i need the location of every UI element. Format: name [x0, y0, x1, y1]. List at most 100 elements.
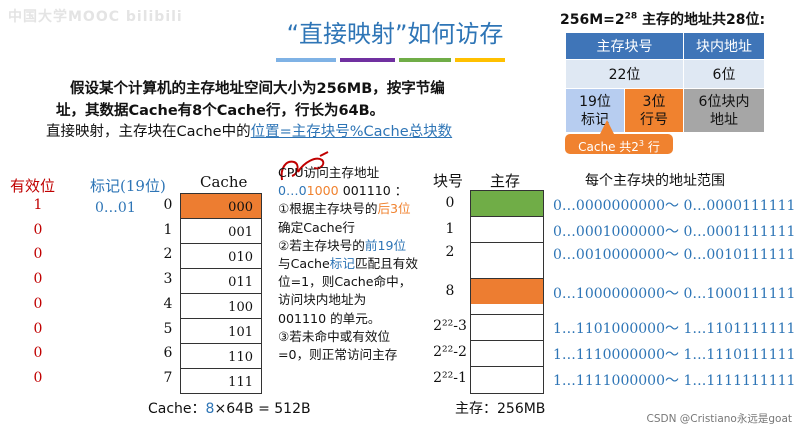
range-middle: 000000～ 0…0001	[611, 224, 742, 240]
address-range: 1…1110000000～ 1…1110111111	[553, 344, 795, 364]
memory-block-number: 8	[445, 283, 455, 299]
memory-block	[470, 190, 544, 218]
step-2-text-a: ②若主存块号的	[278, 237, 365, 253]
address-offset-part: 001110 ：	[338, 183, 408, 199]
cache-line: 110	[180, 343, 262, 369]
range-end-suffix: 111111	[741, 247, 796, 263]
title-underline-green	[399, 58, 451, 62]
cache-line-number: 011	[228, 275, 253, 290]
address-range: 0…0000000000～ 0…0000111111	[553, 195, 795, 215]
callout-pointer	[600, 120, 614, 134]
tag-field-label: 标记	[581, 111, 609, 128]
valid-bit-header: 有效位	[10, 177, 56, 195]
range-start-prefix: 1…1111	[553, 373, 612, 389]
memory-block-number: 0	[445, 195, 455, 211]
callout-prefix: Cache 共2	[578, 140, 639, 154]
memory-block-number: 2²²-2	[433, 344, 467, 360]
range-middle: 000000～ 0…1000	[611, 286, 742, 302]
step-2-highlight-c: 标记	[329, 256, 355, 272]
tag-header: 标记(19位)	[90, 177, 166, 195]
tag-field: 19位 标记	[565, 88, 625, 133]
problem-line-1: 假设某个计算机的主存地址空间大小为256MB，按字节编	[70, 81, 445, 97]
title-underline-yellow	[455, 58, 505, 62]
cache-line-index: 2	[163, 246, 173, 262]
tag-field-bits: 19位	[579, 93, 611, 110]
range-start-prefix: 1…1101	[553, 321, 612, 337]
block-number-header: 主存块号	[565, 32, 684, 60]
cache-line-index: 5	[163, 321, 173, 337]
credit-watermark: CSDN @Cristiano永远是goat	[646, 413, 793, 425]
callout-exponent: 3	[638, 139, 645, 148]
range-start-prefix: 0…0001	[553, 224, 612, 240]
range-end-suffix: 111111	[741, 321, 796, 337]
step-1-highlight-a: 后	[377, 201, 391, 217]
title-underline-blue	[276, 58, 336, 62]
valid-bit: 0	[33, 321, 43, 337]
line-field-bits: 3位	[642, 93, 666, 110]
block-number-header: 块号	[433, 172, 464, 190]
address-range: 1…1101000000～ 1…1101111111	[553, 318, 795, 338]
accessed-address: 0…01000 001110 ：	[278, 182, 418, 200]
address-width-prefix: 256M=2	[560, 12, 625, 28]
problem-line-2: 址，其数据Cache有8个Cache行，行长为64B。	[56, 103, 385, 119]
cache-line-index: 3	[163, 271, 173, 287]
cache-size-prefix: Cache：	[148, 401, 206, 417]
step-2-text-b: 与Cache	[278, 256, 330, 272]
valid-bit: 1	[33, 197, 43, 213]
page-title: “直接映射”如何访存	[286, 20, 504, 48]
cache-line-index: 6	[163, 345, 173, 361]
memory-block	[470, 278, 544, 306]
access-steps: CPU访问主存地址 0…01000 001110 ： ①根据主存块号的后3位确定…	[278, 164, 418, 364]
offset-field-bits: 6位块内	[698, 93, 750, 110]
memory-gap	[470, 268, 544, 278]
cache-line: 000	[180, 193, 262, 219]
range-end-suffix: 111111	[741, 224, 796, 240]
tag-value: 0…01	[95, 200, 136, 216]
step-2-highlight-b: 位	[393, 237, 407, 253]
cache-line: 101	[180, 318, 262, 344]
range-middle: 000000～ 1…1101	[611, 321, 742, 337]
address-width-suffix: 主存的地址共28位:	[637, 12, 766, 28]
range-end-suffix: 111111	[741, 198, 796, 214]
step-2-highlight-a: 前19	[364, 237, 394, 253]
range-middle: 000000～ 1…1111	[611, 373, 742, 389]
mapping-rule: 直接映射，主存块在Cache中的位置=主存块号%Cache总块数	[46, 122, 452, 142]
line-field-label: 行号	[640, 111, 668, 128]
step-1-highlight-b: 3位	[390, 201, 411, 217]
cache-size-suffix: ×64B = 512B	[214, 401, 311, 417]
step-2: ②若主存块号的前19位与Cache标记匹配且有效位=1，则Cache命中，访问块…	[278, 237, 418, 328]
range-end-suffix: 111111	[741, 347, 796, 363]
callout-suffix: 行	[644, 140, 660, 154]
title-underline-purple	[340, 58, 395, 62]
cache-line-number: 010	[228, 250, 253, 265]
cache-line: 001	[180, 218, 262, 244]
range-end-suffix: 111111	[741, 373, 796, 389]
memory-block	[470, 340, 544, 368]
block-offset-header: 块内地址	[683, 32, 765, 60]
range-middle: 000000～ 0…0010	[611, 247, 742, 263]
problem-statement: 假设某个计算机的主存地址空间大小为256MB，按字节编 址，其数据Cache有8…	[56, 78, 490, 122]
cache-lines-callout: Cache 共23 行	[565, 134, 673, 154]
step-intro: CPU访问主存地址	[278, 165, 380, 180]
address-range: 0…1000000000～ 0…1000111111	[553, 283, 795, 303]
range-start-prefix: 0…0000	[553, 198, 612, 214]
mapping-rule-prefix: 直接映射，主存块在Cache中的	[46, 124, 251, 140]
valid-bit: 0	[33, 271, 43, 287]
range-middle: 000000～ 0…0000	[611, 198, 742, 214]
address-width-note: 256M=228 主存的地址共28位:	[560, 9, 765, 29]
line-field: 3位 行号	[624, 88, 684, 133]
cache-line-number: 001	[228, 225, 253, 240]
cache-size-formula: Cache：8×64B = 512B	[148, 398, 311, 418]
step-1-text-a: ①根据主存块号的	[278, 201, 378, 217]
range-start-prefix: 0…1000	[553, 286, 612, 302]
cache-line: 010	[180, 243, 262, 269]
cache-line-index: 1	[163, 222, 173, 238]
cache-line: 111	[180, 368, 262, 394]
cache-line: 100	[180, 293, 262, 319]
address-range: 1…1111000000～ 1…1111111111	[553, 370, 795, 390]
step-2-text-c: 匹配	[354, 256, 381, 272]
memory-block-number: 2²²-3	[433, 318, 467, 334]
watermark: 中国大学MOOC bilibili	[8, 9, 183, 25]
cache-line-number: 000	[228, 200, 253, 215]
address-format-table: 主存块号 块内地址 22位 6位 19位 标记 3位 行号 6位块内 地址	[565, 32, 765, 133]
